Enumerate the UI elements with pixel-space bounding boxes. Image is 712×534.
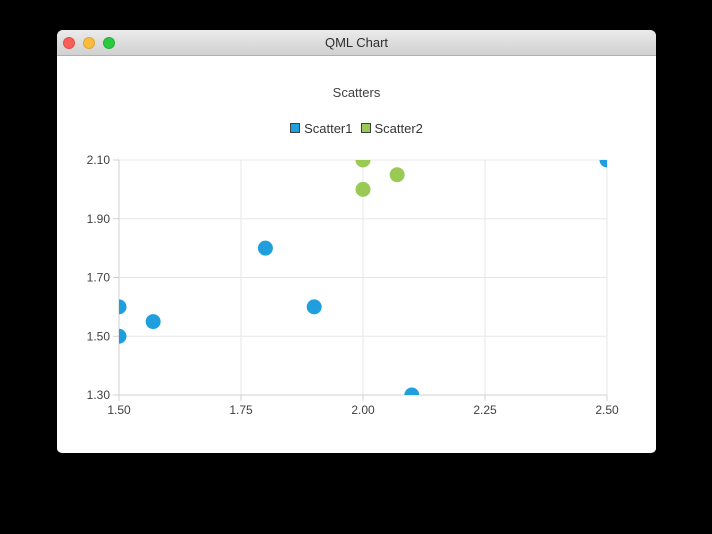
y-tick-label: 2.10 bbox=[87, 153, 111, 167]
legend-label: Scatter2 bbox=[374, 120, 423, 136]
scatter-point bbox=[119, 299, 127, 315]
y-tick-label: 1.50 bbox=[87, 329, 111, 343]
axis-lines bbox=[113, 159, 608, 401]
window-controls bbox=[63, 30, 115, 56]
window-titlebar[interactable]: QML Chart bbox=[57, 30, 656, 56]
scatter-point bbox=[355, 160, 371, 168]
scatter-point bbox=[119, 328, 127, 344]
legend-entry-scatter2[interactable]: Scatter2 bbox=[360, 120, 423, 136]
legend-label: Scatter1 bbox=[304, 120, 353, 136]
legend-entry-scatter1[interactable]: Scatter1 bbox=[290, 120, 353, 136]
x-tick-label: 1.50 bbox=[107, 403, 131, 417]
scatter-point bbox=[599, 160, 607, 168]
scatter-point bbox=[145, 314, 161, 330]
x-tick-label: 1.75 bbox=[229, 403, 253, 417]
legend-marker-icon bbox=[290, 123, 301, 133]
minimize-button[interactable] bbox=[83, 37, 95, 49]
scatter-point bbox=[389, 167, 405, 183]
chart-view: 1.50 1.75 2.00 2.25 2.50 1.30 1.50 1.70 1.90 2.10… bbox=[57, 56, 656, 452]
legend-marker-icon bbox=[360, 123, 371, 133]
series-scatter2 bbox=[355, 160, 405, 197]
window-title: QML Chart bbox=[324, 35, 389, 50]
y-tick-label: 1.70 bbox=[87, 271, 111, 285]
x-tick-label: 2.00 bbox=[351, 403, 375, 417]
app-window: QML Chart 1.50 1.75 2.00 2.25 2.50 1.30 1.50 1.… bbox=[57, 30, 656, 453]
scatter-point bbox=[257, 240, 273, 256]
x-tick-label: 2.50 bbox=[595, 403, 619, 417]
close-button[interactable] bbox=[63, 37, 75, 49]
zoom-button[interactable] bbox=[103, 37, 115, 49]
y-tick-label: 1.90 bbox=[87, 212, 111, 226]
chart-title: Scatters bbox=[332, 85, 381, 100]
scatter-plot-canvas: 1.50 1.75 2.00 2.25 2.501.301.501.701.902.10 bbox=[87, 153, 619, 417]
scatter-point bbox=[404, 387, 420, 395]
axis-tick-labels: 1.50 1.75 2.00 2.25 2.501.301.501.701.902.10 bbox=[87, 153, 619, 417]
x-tick-label: 2.25 bbox=[473, 403, 497, 417]
series-scatter1 bbox=[119, 160, 607, 395]
scatter-point bbox=[355, 181, 371, 197]
chart-legend: Scatter1 Scatter2 bbox=[57, 120, 656, 136]
data-points bbox=[119, 160, 607, 395]
scatter-point bbox=[306, 299, 322, 315]
y-tick-label: 1.30 bbox=[87, 388, 111, 402]
